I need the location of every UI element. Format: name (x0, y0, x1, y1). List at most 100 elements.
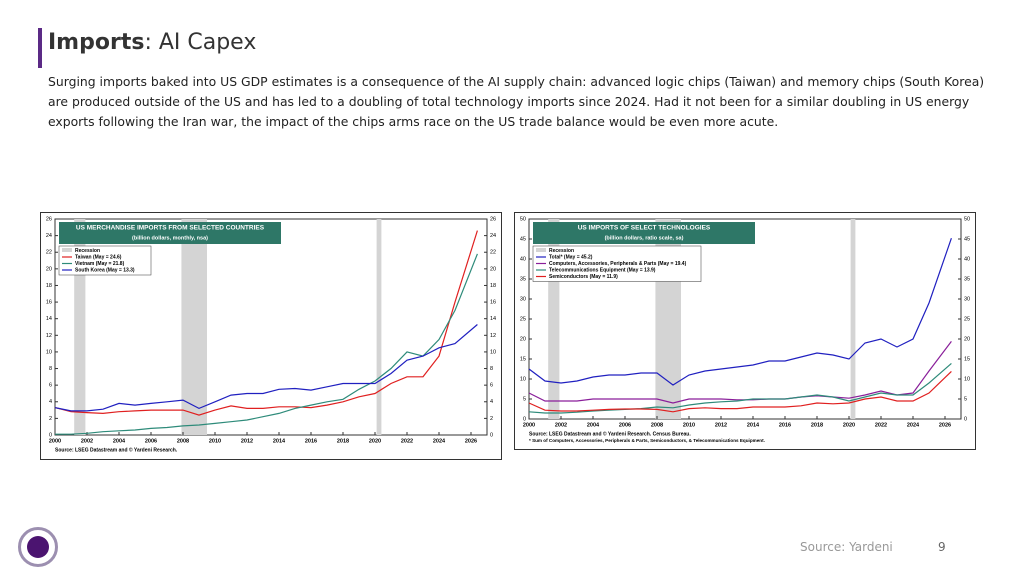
accent-bar (38, 28, 42, 68)
y-tick-label: 24 (46, 233, 52, 239)
x-tick-label: 2004 (587, 422, 600, 428)
source: Source: Yardeni (800, 540, 893, 554)
x-tick-label: 2002 (81, 438, 93, 444)
slide-title: Imports: AI Capex (48, 30, 256, 55)
x-tick-label: 2014 (747, 422, 760, 428)
page-number: 9 (938, 540, 946, 554)
recession-band (74, 219, 86, 435)
series-line (54, 324, 478, 412)
y-tick-label: 4 (490, 399, 493, 405)
y-tick-label: 5 (964, 396, 967, 402)
y-tick-label: 16 (490, 300, 496, 306)
y-tick-label: 35 (520, 276, 526, 282)
y-tick-label: 0 (49, 432, 52, 438)
y-tick-label: 12 (490, 333, 496, 339)
title-rest: : AI Capex (144, 30, 257, 55)
x-tick-label: 2026 (465, 438, 477, 444)
y-tick-label: 40 (520, 256, 526, 262)
y-tick-label: 10 (490, 349, 496, 355)
chart-note: * Sum of Computers, Accessories, Periphe… (529, 438, 765, 443)
x-tick-label: 2018 (811, 422, 823, 428)
legend-swatch (62, 248, 72, 252)
y-tick-label: 15 (964, 356, 970, 362)
legend-label: Recession (549, 248, 574, 254)
y-tick-label: 30 (964, 296, 970, 302)
y-tick-label: 50 (520, 216, 526, 222)
logo (18, 527, 58, 567)
series-line (54, 230, 478, 416)
x-tick-label: 2016 (779, 422, 791, 428)
legend-label: Total* (May = 45.2) (549, 254, 593, 260)
y-tick-label: 8 (49, 366, 52, 372)
legend-label: South Korea (May = 13.3) (75, 267, 135, 273)
title-box (533, 222, 755, 244)
y-tick-label: 20 (46, 266, 52, 272)
y-tick-label: 0 (964, 416, 967, 422)
y-tick-label: 45 (520, 236, 526, 242)
y-tick-label: 35 (964, 276, 970, 282)
legend-label: Computers, Accessories, Peripherals & Pa… (549, 261, 687, 267)
x-tick-label: 2014 (273, 438, 286, 444)
y-tick-label: 20 (490, 266, 496, 272)
legend-label: Taiwan (May = 24.6) (75, 254, 122, 260)
chart-subtitle: (billion dollars, ratio scale, sa) (605, 235, 684, 241)
y-tick-label: 2 (490, 416, 493, 422)
y-tick-label: 25 (520, 316, 526, 322)
y-tick-label: 18 (46, 283, 52, 289)
y-tick-label: 16 (46, 300, 52, 306)
legend-label: Vietnam (May = 21.8) (75, 261, 125, 267)
x-tick-label: 2010 (683, 422, 695, 428)
x-tick-label: 2000 (49, 438, 61, 444)
x-tick-label: 2024 (907, 422, 920, 428)
y-tick-label: 6 (490, 383, 493, 389)
y-tick-label: 0 (490, 432, 493, 438)
x-tick-label: 2006 (145, 438, 157, 444)
x-tick-label: 2012 (715, 422, 727, 428)
y-tick-label: 30 (520, 296, 526, 302)
y-tick-label: 10 (520, 376, 526, 382)
y-tick-label: 5 (523, 396, 526, 402)
y-tick-label: 4 (49, 399, 52, 405)
y-tick-label: 20 (964, 336, 970, 342)
recession-band (376, 219, 382, 435)
chart-title: US IMPORTS OF SELECT TECHNOLOGIES (578, 225, 711, 232)
recession-band (850, 219, 856, 419)
y-tick-label: 14 (46, 316, 52, 322)
series-line (528, 362, 952, 414)
plot-frame (54, 218, 488, 436)
y-tick-label: 2 (49, 416, 52, 422)
x-tick-label: 2020 (369, 438, 381, 444)
x-tick-label: 2008 (651, 422, 663, 428)
chart-source: Source: LSEG Datastream and © Yardeni Re… (529, 430, 691, 437)
x-tick-label: 2008 (177, 438, 189, 444)
y-tick-label: 0 (523, 416, 526, 422)
legend-swatch (536, 248, 546, 252)
x-tick-label: 2004 (113, 438, 126, 444)
y-tick-label: 12 (46, 333, 52, 339)
chart-title: US MERCHANDISE IMPORTS FROM SELECTED COU… (76, 225, 265, 232)
y-tick-label: 18 (490, 283, 496, 289)
x-tick-label: 2026 (939, 422, 951, 428)
legend-box (58, 245, 152, 276)
series-line (528, 238, 952, 386)
x-tick-label: 2022 (401, 438, 413, 444)
y-tick-label: 14 (490, 316, 496, 322)
y-tick-label: 15 (520, 356, 526, 362)
legend-label: Semiconductors (May = 11.9) (549, 274, 618, 280)
recession-band (181, 219, 207, 435)
series-line (528, 370, 952, 413)
x-tick-label: 2006 (619, 422, 631, 428)
x-tick-label: 2010 (209, 438, 221, 444)
legend-label: Telecommunications Equipment (May = 13.9… (549, 267, 656, 273)
y-tick-label: 22 (46, 250, 52, 256)
y-tick-label: 45 (964, 236, 970, 242)
y-tick-label: 10 (964, 376, 970, 382)
series-line (528, 341, 952, 404)
series-line (55, 253, 478, 435)
y-tick-label: 50 (964, 216, 970, 222)
x-tick-label: 2022 (875, 422, 887, 428)
y-tick-label: 24 (490, 233, 496, 239)
x-tick-label: 2000 (523, 422, 535, 428)
